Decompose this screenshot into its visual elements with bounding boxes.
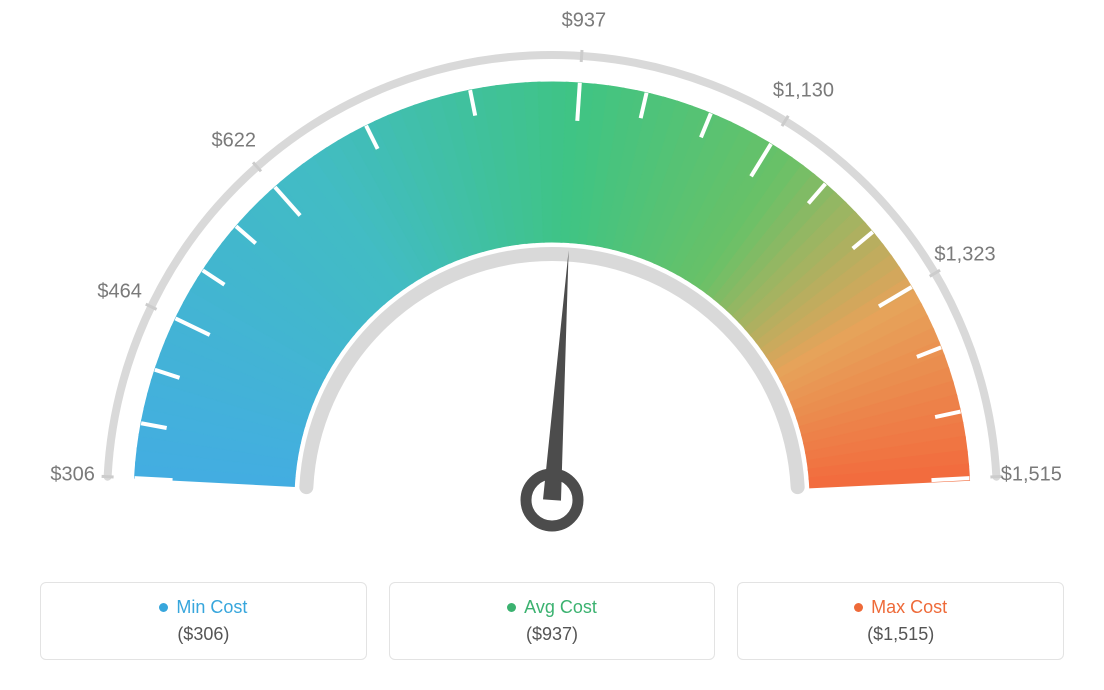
legend-min-dot xyxy=(159,603,168,612)
legend-max-top: Max Cost xyxy=(854,597,947,618)
gauge-tick-label: $1,515 xyxy=(1001,463,1062,486)
gauge-tick-label: $1,130 xyxy=(773,80,834,103)
gauge-tick-label: $937 xyxy=(562,10,607,33)
legend-avg-label: Avg Cost xyxy=(524,597,597,618)
gauge-area: $306 $464 $622 $937 $1,130 $1,323 $1,515 xyxy=(0,0,1104,560)
cost-gauge-chart: $306 $464 $622 $937 $1,130 $1,323 $1,515 Min C… xyxy=(0,0,1104,690)
gauge-svg xyxy=(0,0,1104,560)
legend-min-top: Min Cost xyxy=(159,597,247,618)
legend-avg-top: Avg Cost xyxy=(507,597,597,618)
gauge-tick-label: $464 xyxy=(97,280,142,303)
gauge-tick-label: $622 xyxy=(212,129,257,152)
legend-max: Max Cost ($1,515) xyxy=(737,582,1064,660)
legend-avg-value: ($937) xyxy=(526,624,578,645)
legend-min: Min Cost ($306) xyxy=(40,582,367,660)
legend-min-label: Min Cost xyxy=(176,597,247,618)
gauge-tick-label: $306 xyxy=(50,463,95,486)
gauge-tick-label: $1,323 xyxy=(934,244,995,267)
legend-row: Min Cost ($306) Avg Cost ($937) Max Cost… xyxy=(40,582,1064,660)
legend-max-dot xyxy=(854,603,863,612)
legend-avg: Avg Cost ($937) xyxy=(389,582,716,660)
legend-avg-dot xyxy=(507,603,516,612)
legend-max-label: Max Cost xyxy=(871,597,947,618)
legend-max-value: ($1,515) xyxy=(867,624,934,645)
legend-min-value: ($306) xyxy=(177,624,229,645)
